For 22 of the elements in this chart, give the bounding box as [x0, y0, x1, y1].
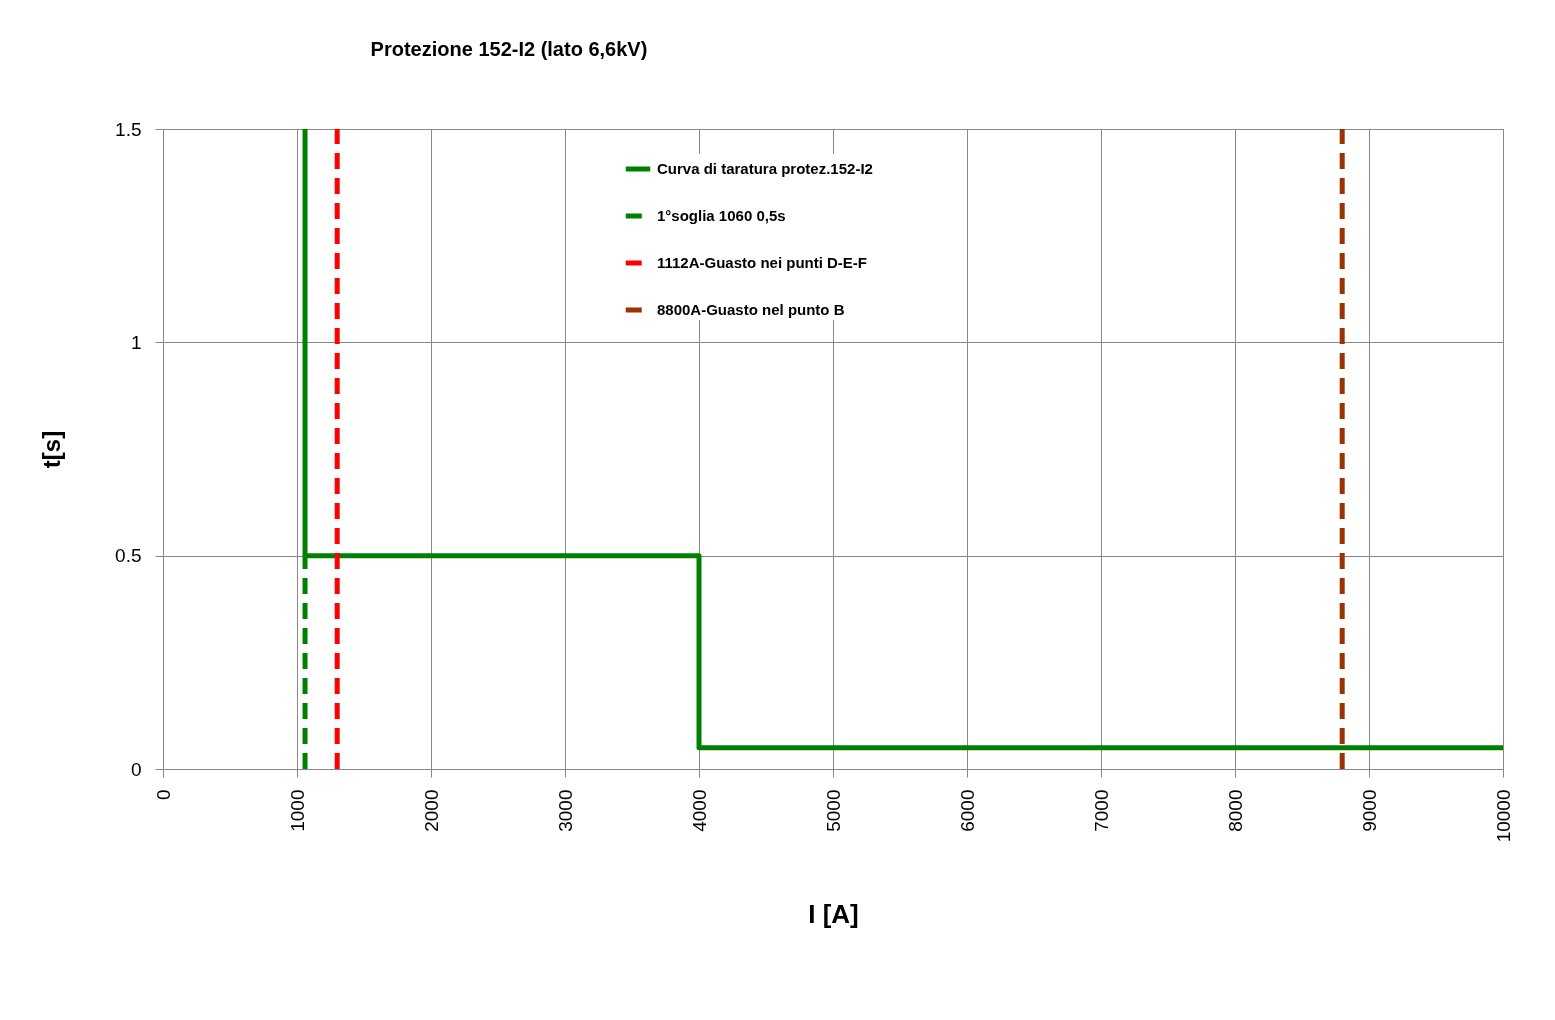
- x-tick-label: 10000: [1492, 789, 1514, 843]
- y-tick-label: 0.5: [115, 545, 142, 567]
- legend-label: 1112A-Guasto nei punti D-E-F: [657, 254, 868, 271]
- x-tick-label: 1000: [286, 789, 308, 832]
- x-axis-title: I [A]: [808, 899, 859, 930]
- y-tick-label: 1: [130, 331, 142, 353]
- x-tick-label: 4000: [688, 789, 710, 832]
- chart-title: Protezione 152-I2 (lato 6,6kV): [370, 38, 648, 60]
- x-tick-label: 0: [152, 789, 174, 801]
- x-tick-label: 9000: [1358, 789, 1380, 832]
- x-tick-label: 7000: [1090, 789, 1112, 832]
- legend-label: 8800A-Guasto nel punto B: [657, 301, 845, 318]
- x-tick-label: 8000: [1224, 789, 1246, 832]
- x-tick-label: 2000: [420, 789, 442, 832]
- x-tick-label: 6000: [956, 789, 978, 832]
- y-tick-label: 0: [130, 758, 142, 780]
- x-tick-label: 5000: [822, 789, 844, 832]
- y-axis-title: t[s]: [38, 430, 66, 469]
- legend-label: Curva di taratura protez.152-I2: [657, 160, 873, 177]
- legend-label: 1°soglia 1060 0,5s: [657, 207, 786, 224]
- x-tick-label: 3000: [554, 789, 576, 832]
- y-tick-label: 1.5: [115, 118, 142, 140]
